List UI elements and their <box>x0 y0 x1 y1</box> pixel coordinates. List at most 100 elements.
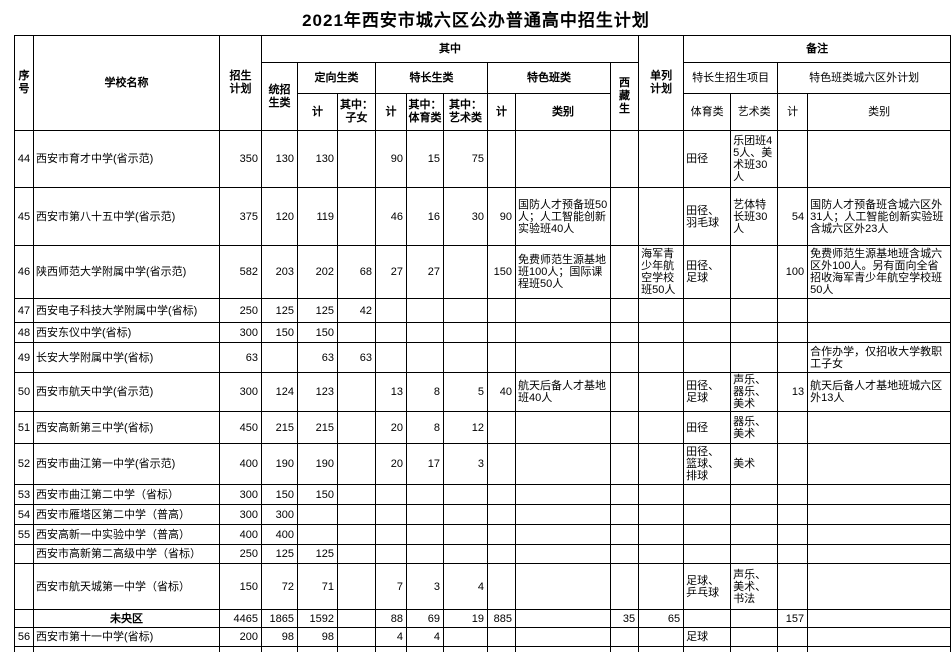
cell-enroll-plan: 450 <box>219 411 262 444</box>
cell-special-category <box>515 504 611 525</box>
cell-remark-sports <box>683 298 732 323</box>
cell-remark-total <box>777 646 809 652</box>
page-title: 2021年西安市城六区公办普通高中招生计划 <box>302 11 650 30</box>
cell-seq <box>14 563 34 610</box>
cell-tibet <box>609 504 640 525</box>
cell-remark-arts: 声乐、美术、书法 <box>730 563 779 610</box>
cell-school-name: 长安大学附属中学(省标) <box>33 342 220 373</box>
header-talent: 特长生类 <box>375 62 488 94</box>
cell-talent-arts <box>443 627 488 647</box>
table-row: 48 西安东仪中学(省标) 300 150 150 <box>14 322 952 343</box>
cell-talent-sports <box>406 342 444 373</box>
header-remark-total: 计 <box>777 93 809 131</box>
cell-remark-total: 54 <box>777 187 809 246</box>
cell-remark-category <box>807 609 952 628</box>
cell-remark-sports: 田径、篮球、排球 <box>683 443 732 485</box>
cell-separate-plan <box>638 298 685 323</box>
cell-talent-arts: 75 <box>443 130 488 188</box>
cell-remark-category <box>807 627 952 647</box>
cell-special-category <box>515 298 611 323</box>
header-seq: 序号 <box>14 35 34 131</box>
cell-special-total <box>487 627 516 647</box>
cell-separate-plan <box>638 646 685 652</box>
cell-remark-sports <box>683 544 732 564</box>
table-body: 44 西安市育才中学(省示范) 350 130 130 90 15 75 田径 … <box>14 130 952 652</box>
cell-enroll-plan: 375 <box>219 187 262 246</box>
cell-remark-sports <box>683 646 732 652</box>
header-enroll-plan: 招生计划 <box>219 35 262 131</box>
cell-remark-arts <box>730 524 779 545</box>
cell-directed-children <box>337 627 376 647</box>
cell-remark-total <box>777 443 809 485</box>
cell-directed-children <box>337 411 376 444</box>
cell-directed-children <box>337 484 376 505</box>
cell-separate-plan <box>638 443 685 485</box>
cell-talent-arts: 5 <box>443 372 488 412</box>
table-row: 49 长安大学附属中学(省标) 63 63 63 合作办学，仅招收大学教职工子女 <box>14 342 952 373</box>
header-remarks: 备注 <box>683 35 952 63</box>
cell-talent-total <box>375 342 407 373</box>
cell-special-total: 150 <box>487 245 516 299</box>
cell-separate-plan <box>638 372 685 412</box>
cell-talent-total <box>375 484 407 505</box>
cell-directed-total: 125 <box>297 298 338 323</box>
cell-special-total <box>487 646 516 652</box>
cell-talent-arts: 30 <box>443 187 488 246</box>
cell-remark-total: 100 <box>777 245 809 299</box>
cell-school-name: 西安市航天中学(省示范) <box>33 372 220 412</box>
cell-enroll-plan: 300 <box>219 322 262 343</box>
cell-separate-plan <box>638 411 685 444</box>
cell-unified: 1865 <box>261 609 298 628</box>
table-row: 46 陕西师范大学附属中学(省示范) 582 203 202 68 27 27 … <box>14 245 952 299</box>
header-talent-sports: 其中：体育类 <box>406 93 444 131</box>
cell-special-total: 90 <box>487 187 516 246</box>
header-special-total: 计 <box>487 93 516 131</box>
cell-tibet <box>609 627 640 647</box>
cell-school-name: 未央区 <box>33 609 220 628</box>
cell-enroll-plan: 250 <box>219 544 262 564</box>
cell-directed-total: 150 <box>297 322 338 343</box>
cell-unified: 203 <box>261 245 298 299</box>
cell-enroll-plan: 300 <box>219 484 262 505</box>
cell-remark-total <box>777 484 809 505</box>
cell-remark-category: 免费师范生源基地班含城六区外100人。另有面向全省招收海军青少年航空学校班50人 <box>807 245 952 299</box>
cell-talent-sports: 69 <box>406 609 444 628</box>
cell-remark-total <box>777 298 809 323</box>
cell-separate-plan <box>638 130 685 188</box>
cell-remark-arts <box>730 646 779 652</box>
cell-special-category <box>515 524 611 545</box>
header-special-category: 类别 <box>515 93 611 131</box>
cell-remark-arts: 乐团班45人、美术班30人 <box>730 130 779 188</box>
cell-special-total <box>487 130 516 188</box>
cell-remark-category: 国防人才预备班含城六区外31人；人工智能创新实验班含城六区外23人 <box>807 187 952 246</box>
cell-directed-total: 190 <box>297 443 338 485</box>
cell-directed-total <box>297 504 338 525</box>
cell-separate-plan <box>638 504 685 525</box>
cell-remark-total <box>777 544 809 564</box>
cell-talent-total: 90 <box>375 130 407 188</box>
cell-directed-total: 98 <box>297 627 338 647</box>
cell-directed-children <box>337 609 376 628</box>
cell-separate-plan <box>638 187 685 246</box>
cell-school-name: 西安市雁塔区第二中学（普高） <box>33 504 220 525</box>
cell-special-category <box>515 443 611 485</box>
cell-unified <box>261 342 298 373</box>
table-row: 未央区 4465 1865 1592 88 69 19 885 35 65 15… <box>14 609 952 628</box>
cell-enroll-plan: 350 <box>219 130 262 188</box>
cell-talent-total: 20 <box>375 443 407 485</box>
header-separate-plan: 单列计划 <box>638 35 685 131</box>
cell-special-category: 国防人才预备班50人；人工智能创新实验班40人 <box>515 187 611 246</box>
cell-remark-total: 13 <box>777 372 809 412</box>
cell-directed-total <box>297 646 338 652</box>
cell-seq: 46 <box>14 245 34 299</box>
cell-tibet <box>609 372 640 412</box>
cell-seq: 48 <box>14 322 34 343</box>
cell-talent-arts <box>443 245 488 299</box>
cell-separate-plan <box>638 322 685 343</box>
enrollment-table: 序号 学校名称 招生计划 其中 单列计划 备注 统招生类 定向生类 特长生类 特… <box>14 35 952 652</box>
cell-directed-children: 42 <box>337 298 376 323</box>
cell-talent-sports <box>406 544 444 564</box>
cell-special-total <box>487 443 516 485</box>
cell-talent-sports: 15 <box>406 130 444 188</box>
header-talent-arts: 其中：艺术类 <box>443 93 488 131</box>
